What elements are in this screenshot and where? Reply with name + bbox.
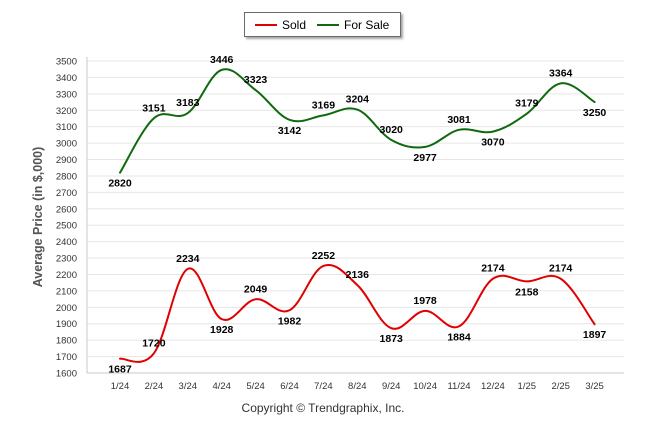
data-label: 3070: [481, 137, 505, 149]
y-axis-title: Average Price (in $,000): [31, 147, 45, 288]
y-tick-label: 2400: [56, 237, 77, 248]
series-line-for-sale: [119, 68, 596, 174]
y-tick-label: 2800: [56, 171, 77, 182]
data-label: 3169: [312, 99, 336, 111]
data-label: 1978: [413, 295, 437, 307]
y-tick-label: 2100: [56, 286, 77, 297]
legend-label-for-sale: For Sale: [344, 17, 390, 32]
y-tick-label: 3100: [56, 122, 77, 133]
y-tick-label: 3500: [56, 57, 77, 68]
y-tick-label: 2700: [56, 188, 77, 199]
data-label: 3364: [549, 67, 573, 79]
data-label: 3183: [176, 97, 200, 109]
series-line-sold: [119, 263, 596, 363]
data-label: 1884: [447, 331, 471, 343]
x-tick-label: 2/24: [145, 381, 164, 392]
data-label: 2136: [346, 269, 370, 281]
y-axis-ticks: 1600 1700 1800 1900 2000 2100 2200 2300 2400 2500…: [56, 57, 77, 380]
y-tick-label: 2500: [56, 221, 77, 232]
y-tick-label: 2300: [56, 254, 77, 265]
x-axis-ticks: 1/24 2/24 3/24 4/24 5/24 6/24 7/24 8/24 9/24 10/2…: [111, 381, 604, 392]
y-tick-label: 3400: [56, 73, 77, 84]
y-tick-label: 1800: [56, 336, 77, 347]
x-tick-label: 5/24: [246, 381, 265, 392]
data-label: 3020: [380, 124, 404, 136]
data-label: 3250: [583, 107, 607, 119]
y-tick-label: 3300: [56, 89, 77, 100]
x-tick-label: 1/25: [518, 381, 537, 392]
y-tick-label: 1900: [56, 319, 77, 330]
y-tick-label: 2600: [56, 204, 77, 215]
data-label: 2252: [312, 250, 336, 262]
y-tick-label: 2000: [56, 303, 77, 314]
data-label: 1720: [142, 337, 166, 349]
x-tick-label: 4/24: [212, 381, 231, 392]
data-label: 2174: [549, 263, 573, 275]
data-label: 2820: [108, 178, 132, 190]
legend-item-sold[interactable]: Sold: [255, 13, 306, 36]
x-tick-label: 6/24: [280, 381, 299, 392]
data-label: 1928: [210, 324, 234, 336]
x-tick-label: 3/25: [585, 381, 604, 392]
y-tick-label: 1600: [56, 369, 77, 380]
x-tick-label: 12/24: [481, 381, 505, 392]
y-tick-label: 1700: [56, 352, 77, 363]
y-tick-label: 3000: [56, 139, 77, 150]
x-tick-label: 11/24: [447, 381, 470, 392]
series-sold: 1687 1720 2234 1928 2049 1982 2252 2136 1873 1978…: [108, 250, 606, 376]
data-label: 3446: [210, 54, 234, 66]
legend-swatch-for-sale: [317, 23, 339, 26]
x-tick-label: 3/24: [179, 381, 198, 392]
series-for-sale: 2820 3151 3183 3446 3323 3142 3169 3204 3020 2977…: [108, 54, 606, 190]
data-label: 3179: [515, 98, 539, 110]
data-label: 3081: [447, 114, 471, 126]
y-tick-label: 2200: [56, 270, 77, 281]
y-tick-label: 2900: [56, 155, 77, 166]
y-tick-label: 3200: [56, 106, 77, 117]
data-label: 1873: [380, 333, 404, 345]
data-label: 3151: [142, 102, 166, 114]
data-label: 2158: [515, 286, 539, 298]
data-label: 2977: [413, 152, 437, 164]
copyright-footer: Copyright © Trendgraphix, Inc.: [241, 401, 405, 415]
data-label: 1897: [583, 329, 607, 341]
x-tick-label: 9/24: [382, 381, 401, 392]
data-label: 2049: [244, 283, 268, 295]
data-label: 1982: [278, 315, 302, 327]
legend-swatch-sold: [255, 23, 277, 26]
gridlines: [87, 60, 624, 374]
x-tick-label: 10/24: [413, 381, 437, 392]
legend: Sold For Sale: [244, 12, 401, 37]
data-label: 2234: [176, 253, 200, 265]
data-label: 1687: [108, 364, 132, 376]
data-label: 2174: [481, 263, 505, 275]
legend-label-sold: Sold: [282, 17, 307, 32]
x-tick-label: 1/24: [111, 381, 130, 392]
x-tick-label: 2/25: [551, 381, 570, 392]
data-label: 3204: [346, 94, 370, 106]
x-tick-label: 8/24: [348, 381, 367, 392]
data-label: 3142: [278, 125, 302, 137]
data-label: 3323: [244, 74, 268, 86]
x-tick-label: 7/24: [314, 381, 333, 392]
legend-item-for-sale[interactable]: For Sale: [317, 13, 389, 36]
